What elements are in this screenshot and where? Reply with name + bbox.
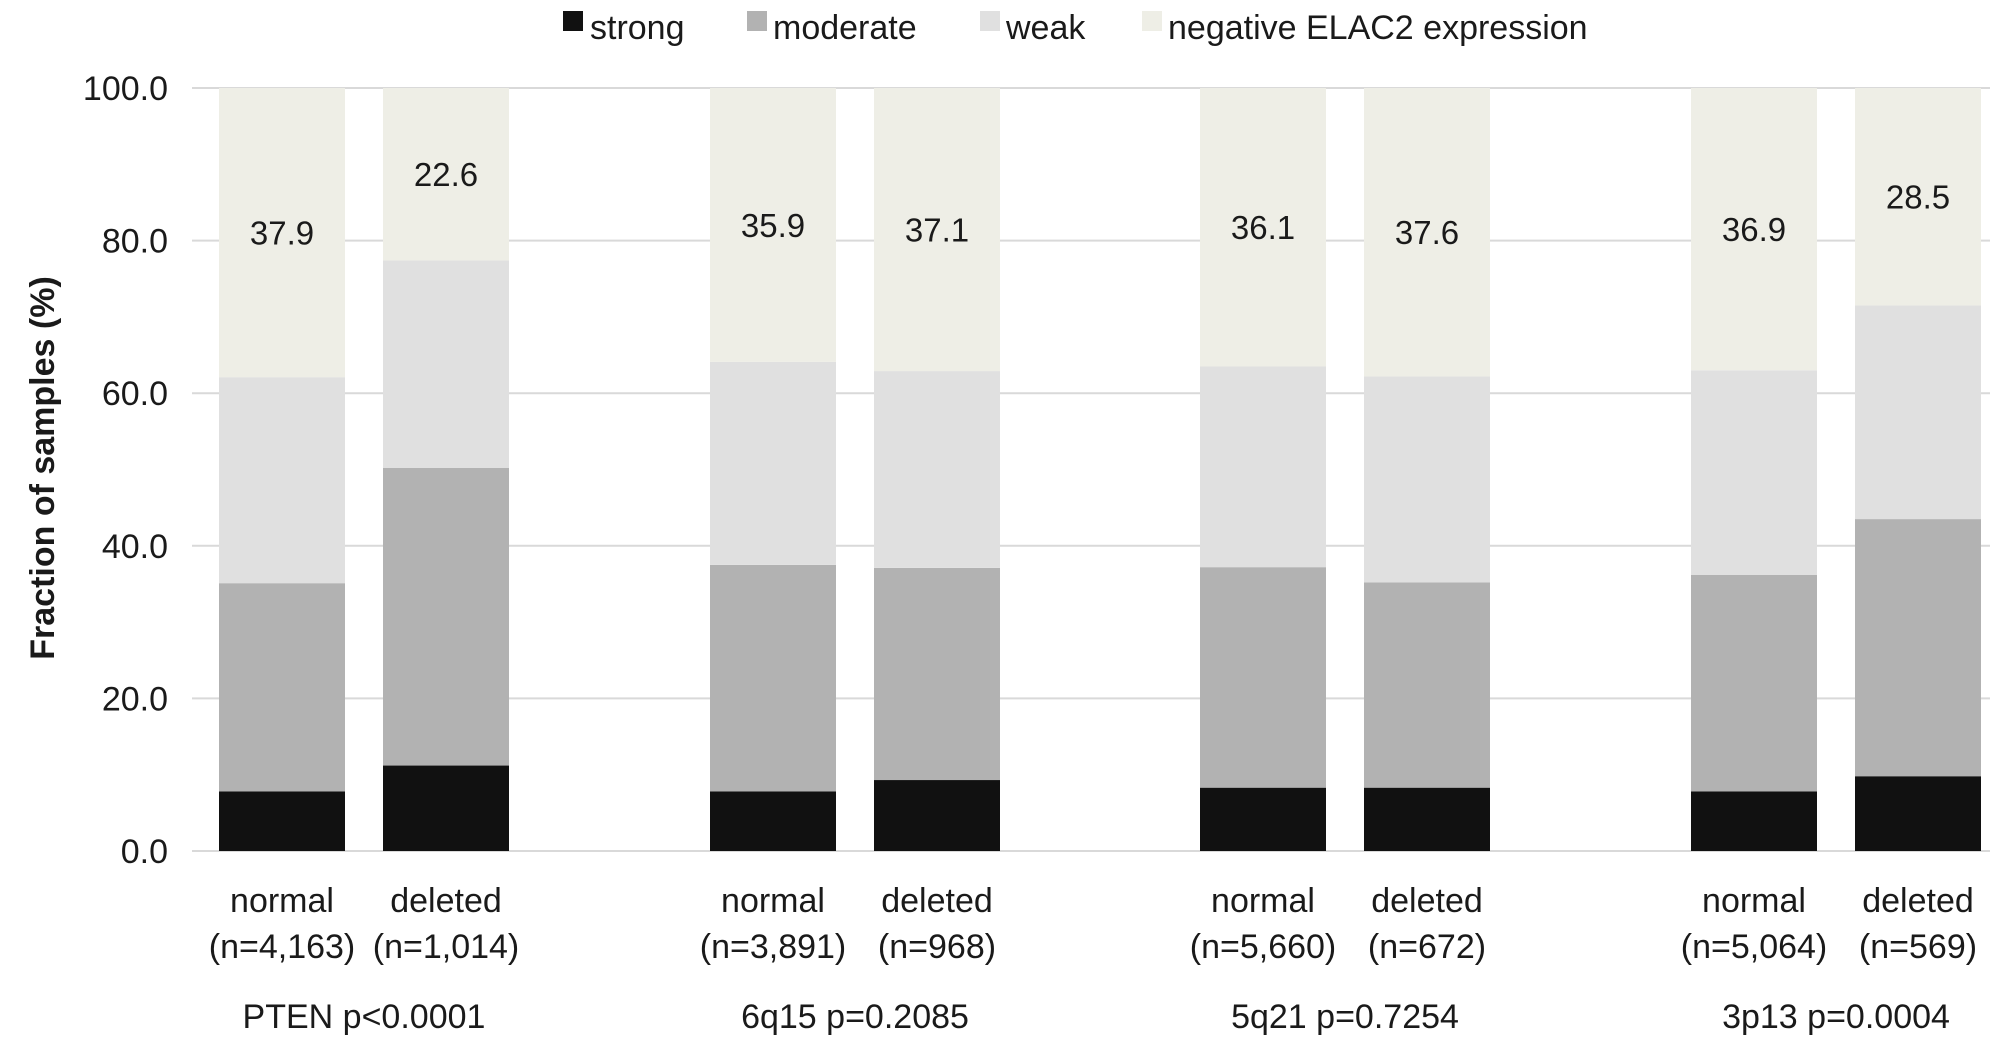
- group-label: 3p13 p=0.0004: [1722, 998, 1950, 1036]
- bar-segment-strong: [874, 780, 1000, 851]
- x-category-label: deleted: [1862, 882, 1974, 920]
- bar-segment-strong: [1200, 787, 1326, 851]
- bar-segment-negative: [874, 88, 1000, 372]
- bar-segment-strong: [1855, 776, 1981, 851]
- x-category-count: (n=5,064): [1681, 928, 1828, 966]
- bar-segment-strong: [710, 791, 836, 851]
- legend-swatch-negative: [1142, 11, 1162, 31]
- y-axis-ticks: 0.0 20.0 40.0 60.0 80.0 100.0: [83, 70, 168, 871]
- bar-segment-moderate: [874, 567, 1000, 781]
- x-category-label: deleted: [1371, 882, 1483, 920]
- bar-segment-moderate: [1691, 574, 1817, 792]
- bar-segment-weak: [710, 361, 836, 565]
- legend-swatch-moderate: [747, 11, 767, 31]
- x-category-count: (n=968): [878, 928, 996, 966]
- x-category-label: deleted: [390, 882, 502, 920]
- y-tick-label: 20.0: [102, 680, 168, 718]
- data-label: 37.6: [1395, 214, 1459, 251]
- y-axis-title: Fraction of samples (%): [24, 276, 62, 660]
- group-label: PTEN p<0.0001: [243, 998, 486, 1036]
- group-label: 5q21 p=0.7254: [1231, 998, 1459, 1036]
- y-tick-label: 40.0: [102, 528, 168, 566]
- x-category-count: (n=4,163): [209, 928, 356, 966]
- data-labels: 37.9 22.6 35.9 37.1 36.1 37.6 36.9 28.5: [250, 156, 1950, 251]
- bar-segment-negative: [710, 88, 836, 362]
- data-label: 36.9: [1722, 211, 1786, 248]
- bar-segment-negative: [1364, 88, 1490, 377]
- x-category-label: normal: [230, 882, 334, 920]
- legend-label-negative: negative ELAC2 expression: [1168, 9, 1588, 47]
- bar-segment-moderate: [219, 583, 345, 792]
- legend-swatch-weak: [980, 11, 1000, 31]
- legend-label-weak: weak: [1005, 9, 1086, 47]
- group-label: 6q15 p=0.2085: [741, 998, 969, 1036]
- bars: [219, 88, 1981, 851]
- bar-segment-negative: [219, 88, 345, 378]
- x-category-label: normal: [1702, 882, 1806, 920]
- bar-segment-moderate: [1200, 567, 1326, 788]
- x-category-label: deleted: [881, 882, 993, 920]
- x-category-label: normal: [1211, 882, 1315, 920]
- bar-segment-strong: [1691, 791, 1817, 851]
- bar-segment-weak: [1855, 305, 1981, 520]
- bar-segment-weak: [1200, 366, 1326, 568]
- legend-swatch-strong: [563, 11, 583, 31]
- x-category-count: (n=1,014): [373, 928, 520, 966]
- y-tick-label: 60.0: [102, 375, 168, 413]
- bar-segment-negative: [1200, 88, 1326, 367]
- y-tick-label: 0.0: [121, 833, 168, 871]
- data-label: 37.9: [250, 215, 314, 252]
- x-category-count: (n=672): [1368, 928, 1486, 966]
- bar-segment-negative: [1855, 88, 1981, 306]
- y-tick-label: 80.0: [102, 223, 168, 261]
- bar-segment-strong: [219, 791, 345, 851]
- bar-segment-weak: [1364, 376, 1490, 583]
- bar-segment-weak: [219, 377, 345, 584]
- bar-segment-strong: [383, 765, 509, 851]
- bar-segment-weak: [383, 260, 509, 468]
- legend-label-strong: strong: [590, 9, 685, 47]
- x-category-count: (n=5,660): [1190, 928, 1337, 966]
- legend-label-moderate: moderate: [773, 9, 917, 47]
- x-category-count: (n=569): [1859, 928, 1977, 966]
- x-axis-categories: normal (n=4,163) deleted (n=1,014) PTEN p<0.…: [209, 882, 1977, 1036]
- bar-segment-strong: [1364, 787, 1490, 851]
- bar-segment-moderate: [1364, 582, 1490, 788]
- bar-segment-negative: [383, 88, 509, 261]
- bar-segment-moderate: [710, 564, 836, 792]
- bar-segment-weak: [874, 371, 1000, 568]
- data-label: 35.9: [741, 207, 805, 244]
- data-label: 36.1: [1231, 209, 1295, 246]
- data-label: 22.6: [414, 156, 478, 193]
- data-label: 37.1: [905, 212, 969, 249]
- bar-segment-moderate: [383, 467, 509, 766]
- data-label: 28.5: [1886, 179, 1950, 216]
- bar-segment-weak: [1691, 370, 1817, 575]
- x-category-count: (n=3,891): [700, 928, 847, 966]
- bar-segment-moderate: [1855, 519, 1981, 777]
- x-category-label: normal: [721, 882, 825, 920]
- bar-segment-negative: [1691, 88, 1817, 371]
- y-tick-label: 100.0: [83, 70, 168, 108]
- legend: strong moderate weak negative ELAC2 expr…: [563, 9, 1588, 47]
